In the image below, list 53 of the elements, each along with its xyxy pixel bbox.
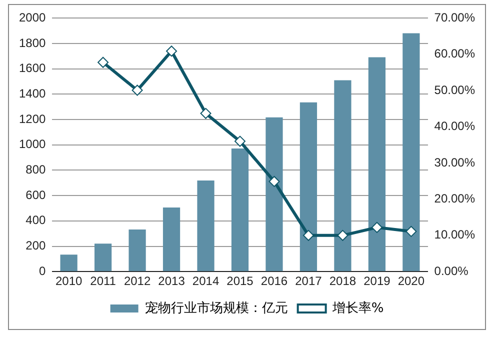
- y-tick-label: 600: [26, 188, 46, 202]
- y2-tick-label: 60.00%: [434, 46, 476, 61]
- bar: [60, 254, 78, 272]
- point: [234, 136, 246, 147]
- bar: [266, 117, 283, 272]
- legend-label: 宠物行业市场规模：亿元: [144, 300, 288, 316]
- x-tick-label: 2011: [90, 274, 116, 288]
- point: [98, 56, 109, 68]
- y-tick-label: 200: [26, 238, 46, 253]
- y2-tick-label: 30.00%: [434, 155, 476, 170]
- y-tick-label: 1400: [18, 86, 46, 101]
- point: [371, 222, 382, 233]
- y2-tick-label: 40.00%: [434, 119, 476, 134]
- x-tick-label: 2015: [226, 274, 254, 288]
- point: [166, 46, 178, 57]
- y2-tick-label: 70.00%: [434, 10, 476, 25]
- y-tick-label: 0: [39, 264, 46, 278]
- x-tick-label: 2014: [192, 274, 220, 288]
- x-tick-label: 2016: [260, 274, 288, 288]
- point: [337, 230, 348, 241]
- x-tick-label: 2017: [295, 274, 322, 288]
- x-tick-label: 2012: [124, 274, 151, 288]
- bar: [402, 33, 420, 272]
- x-tick-label: 2019: [364, 274, 391, 288]
- y2-tick-label: 20.00%: [434, 192, 476, 206]
- bar: [334, 80, 352, 272]
- y-tick-label: 1600: [18, 61, 46, 76]
- bar: [94, 244, 112, 272]
- point: [200, 108, 212, 119]
- y-tick-label: 800: [26, 162, 46, 177]
- point: [406, 226, 417, 237]
- point: [302, 230, 314, 241]
- y2-tick-label: 10.00%: [434, 228, 476, 242]
- x-tick-label: 2013: [158, 274, 186, 288]
- y-tick-label: 400: [26, 213, 46, 228]
- bar: [368, 57, 386, 272]
- y-tick-label: 1000: [18, 137, 46, 152]
- bar: [231, 148, 249, 272]
- point: [268, 176, 280, 187]
- y-tick-label: 1800: [18, 36, 46, 50]
- x-tick-label: 2010: [55, 274, 82, 288]
- bar: [162, 207, 180, 272]
- x-tick-label: 2018: [329, 274, 356, 288]
- legend-label: 增长率%: [331, 300, 384, 316]
- bar: [300, 102, 318, 272]
- y-tick-label: 1200: [18, 112, 46, 126]
- y-tick-label: 2000: [18, 10, 46, 25]
- bar: [128, 230, 146, 272]
- x-tick-label: 2020: [398, 274, 425, 288]
- y2-tick-label: 50.00%: [434, 82, 476, 97]
- bar: [197, 180, 214, 272]
- point: [132, 84, 143, 96]
- y2-tick-label: 0.00%: [434, 264, 469, 278]
